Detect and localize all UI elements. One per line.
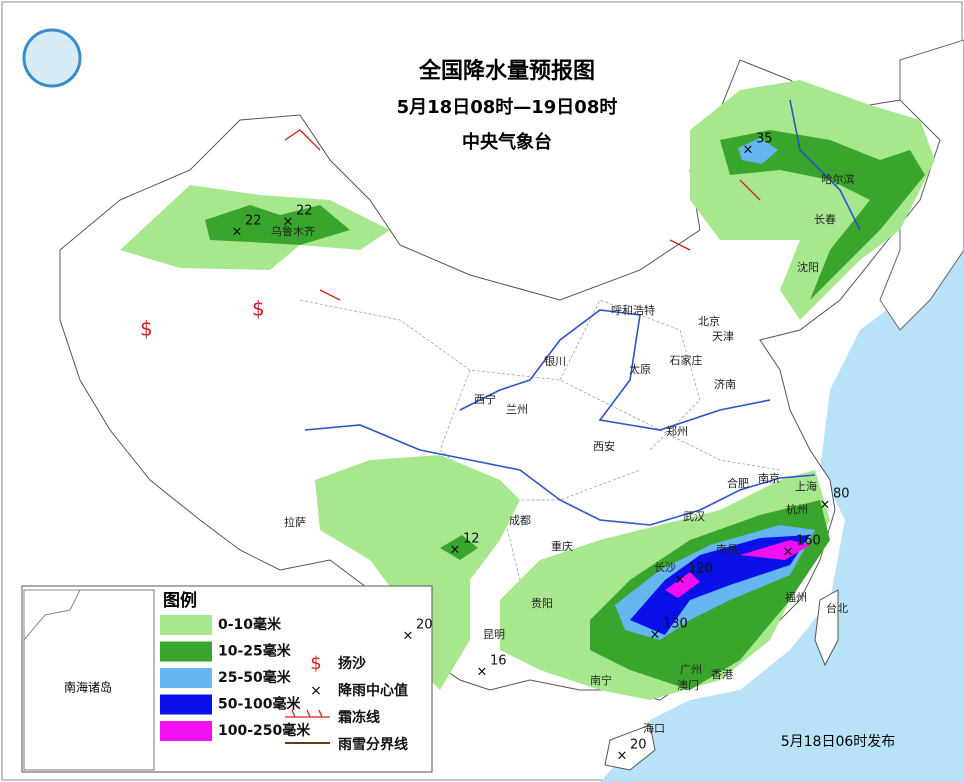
center-mark: ×	[403, 629, 414, 644]
center-mark: ×	[783, 545, 794, 560]
center-mark: ×	[743, 143, 754, 158]
city-label: 银川	[544, 354, 566, 368]
center-mark: ×	[617, 749, 628, 764]
hainan	[604, 724, 656, 771]
rain-area	[315, 455, 520, 690]
legend-swatch	[160, 694, 212, 715]
rain-area	[738, 138, 778, 164]
city-label: 西安	[593, 439, 615, 453]
city-label: 台北	[826, 601, 848, 615]
center-mark: ×	[450, 543, 461, 558]
city-label: 广州	[680, 663, 702, 676]
legend-symbol-label: 扬沙	[338, 655, 366, 672]
rain-area	[205, 205, 350, 245]
city-label: 福州	[785, 590, 807, 604]
center-value: 20	[416, 618, 433, 633]
city-label: 昆明	[483, 628, 505, 641]
city-label: 长沙	[654, 561, 676, 574]
city-label: 乌鲁木齐	[271, 224, 315, 238]
city-label: 北京	[698, 314, 720, 328]
sand-symbol: $	[310, 653, 321, 674]
city-label: 澳门	[677, 678, 699, 692]
map-period: 5月18日08时—19日08时	[397, 97, 618, 118]
center-value: 160	[796, 534, 821, 549]
center-value: 22	[245, 214, 262, 229]
inset-label: 南海诸岛	[64, 680, 112, 695]
frost-symbol	[285, 709, 330, 718]
center-value: 35	[756, 132, 773, 147]
center-mark: ×	[283, 215, 294, 230]
legend-symbol-label: 降雨中心值	[338, 682, 408, 699]
center-symbol: ×	[310, 683, 322, 699]
taiwan	[814, 589, 839, 667]
city-label: 西宁	[474, 392, 496, 406]
map-agency: 中央气象台	[462, 131, 552, 153]
legend-swatch	[160, 615, 212, 635]
legend-label: 0-10毫米	[218, 616, 282, 633]
map-title: 全国降水量预报图	[418, 58, 595, 84]
city-label: 海口	[643, 721, 665, 735]
center-value: 20	[630, 738, 647, 753]
city-label: 武汉	[683, 510, 705, 523]
center-value: 80	[833, 487, 850, 502]
city-label: 成都	[509, 514, 531, 527]
city-label: 上海	[795, 479, 817, 493]
center-mark: ×	[675, 573, 686, 588]
legend-swatch	[160, 641, 212, 662]
center-mark: ×	[650, 628, 661, 643]
city-label: 南昌	[716, 543, 738, 556]
center-value: 16	[490, 654, 507, 669]
legend-label: 25-50毫米	[218, 669, 292, 686]
center-mark: ×	[820, 498, 831, 513]
sand-mark: $	[140, 317, 153, 341]
city-label: 贵阳	[531, 597, 553, 610]
city-label: 南宁	[590, 673, 612, 687]
logo	[22, 28, 82, 88]
city-label: 杭州	[786, 502, 808, 516]
legend-label: 50-100毫米	[218, 696, 302, 713]
center-value: 12	[463, 532, 480, 547]
city-label: 哈尔滨	[822, 172, 855, 186]
city-label: 兰州	[506, 403, 528, 416]
rain-area	[440, 535, 478, 560]
river	[304, 424, 816, 526]
city-label: 济南	[714, 377, 736, 391]
legend-title: 图例	[163, 590, 197, 611]
legend-label: 100-250毫米	[218, 722, 311, 739]
inset-land	[23, 589, 81, 642]
river	[789, 99, 861, 231]
city-label: 重庆	[551, 539, 573, 553]
center-mark: ×	[232, 225, 243, 240]
legend-swatch	[160, 721, 212, 741]
city-label: 合肥	[727, 476, 749, 490]
center-value: 130	[663, 617, 688, 632]
city-label: 沈阳	[797, 260, 819, 274]
sand-mark: $	[252, 297, 265, 321]
rain-area	[720, 130, 925, 300]
city-label: 南京	[758, 471, 780, 485]
sea	[600, 250, 964, 782]
legend-symbol-label: 雨雪分界线	[338, 736, 408, 753]
city-label: 香港	[711, 668, 733, 681]
issue-time: 5月18日06时发布	[781, 734, 896, 750]
inset-map	[23, 589, 155, 771]
rain-area	[665, 540, 810, 598]
legend-label: 10-25毫米	[218, 643, 292, 660]
rain-area	[630, 535, 810, 635]
city-label: 石家庄	[670, 353, 703, 367]
city-label: 天津	[712, 330, 734, 343]
city-label: 拉萨	[284, 515, 306, 529]
city-label: 长春	[814, 213, 836, 226]
frost-line	[284, 129, 761, 301]
center-value: 120	[688, 562, 713, 577]
legend-symbol-label: 霜冻线	[337, 709, 380, 726]
city-label: 呼和浩特	[611, 303, 655, 317]
center-value: 22	[296, 204, 313, 219]
city-label: 郑州	[666, 424, 688, 438]
legend-swatch	[160, 668, 212, 688]
city-label: 太原	[629, 363, 651, 376]
center-mark: ×	[477, 665, 488, 680]
river	[459, 309, 771, 431]
